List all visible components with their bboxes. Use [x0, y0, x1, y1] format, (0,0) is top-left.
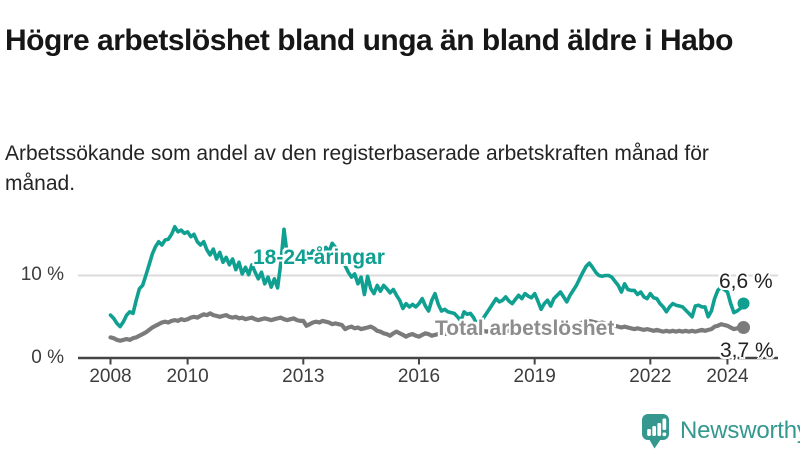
series-end-dot-youth — [737, 297, 750, 310]
series-label-youth: 18-24-åringar — [253, 246, 385, 269]
series-line-total — [108, 311, 746, 343]
newsworthy-logo[interactable]: Newsworthy — [641, 413, 800, 450]
x-axis-label-2019: 2019 — [513, 366, 556, 387]
series-label-total: Total arbetslöshet — [435, 317, 615, 340]
x-axis-label-2016: 2016 — [397, 366, 441, 387]
x-axis-label-2024: 2024 — [706, 366, 749, 387]
x-axis-label-2022: 2022 — [629, 366, 672, 387]
end-value-label-total: 3,7 % — [720, 339, 774, 362]
newsworthy-icon — [642, 414, 669, 449]
y-axis-label-0: 0 % — [31, 347, 64, 368]
chart-title: Högre arbetslöshet bland unga än bland ä… — [5, 24, 733, 58]
x-axis-label-2010: 2010 — [166, 366, 209, 387]
chart-subtitle: Arbetssökande som andel av den registerb… — [5, 142, 709, 196]
end-value-label-youth: 6,6 % — [719, 270, 773, 293]
series-line-youth — [108, 225, 746, 329]
y-axis-label-10: 10 % — [20, 264, 64, 285]
series-end-dot-total — [737, 320, 751, 334]
x-axis-label-2013: 2013 — [282, 366, 325, 387]
x-axis-label-2008: 2008 — [89, 366, 132, 387]
newsworthy-wordmark: Newsworthy — [680, 417, 800, 444]
